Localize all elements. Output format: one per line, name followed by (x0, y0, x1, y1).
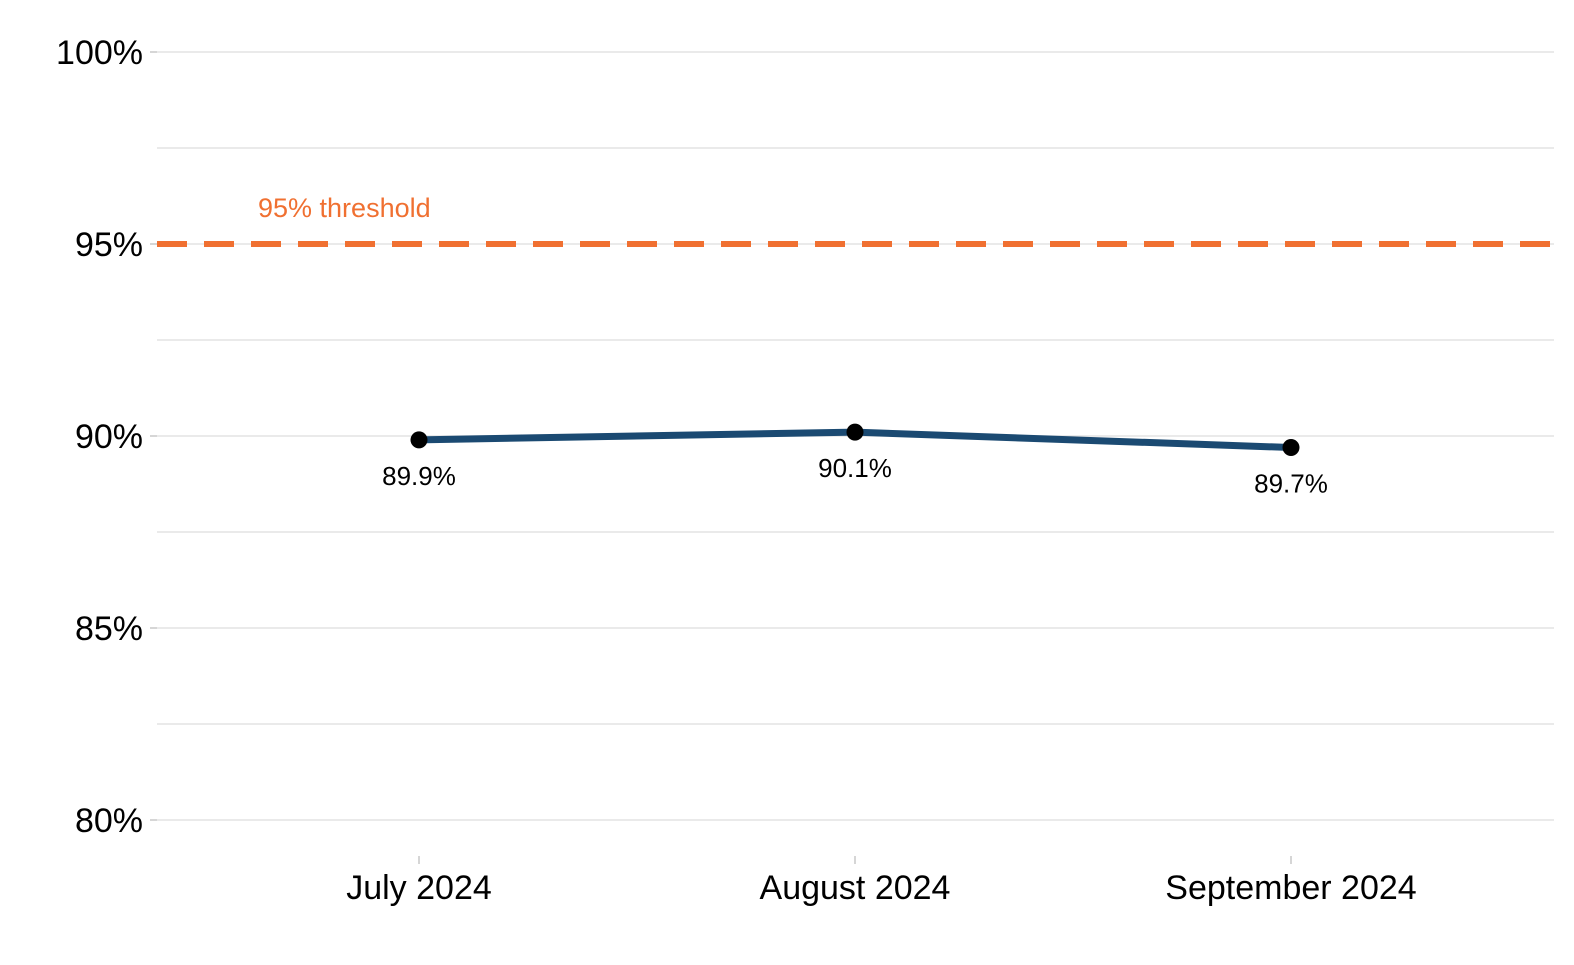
data-point (410, 431, 428, 449)
data-label: 89.7% (1254, 469, 1328, 499)
y-tick-label: 95% (75, 226, 143, 264)
data-labels: 89.9% 90.1% 89.7% (382, 453, 1328, 498)
data-point (1282, 439, 1300, 457)
series-group (410, 423, 1300, 457)
data-point (846, 423, 864, 441)
data-label: 89.9% (382, 461, 456, 491)
data-label: 90.1% (818, 453, 892, 483)
x-tick-label: September 2024 (1165, 869, 1416, 907)
y-tick-label: 100% (56, 34, 143, 72)
x-tick-label: August 2024 (760, 869, 951, 907)
axes: 80% 85% 90% 95% 100% July 2024 August 2024 Sept… (56, 34, 1417, 907)
y-tick-label: 90% (75, 418, 143, 456)
threshold-group: 95% threshold (157, 193, 1554, 247)
x-tick-label: July 2024 (346, 869, 492, 907)
y-tick-label: 80% (75, 802, 143, 840)
y-tick-label: 85% (75, 610, 143, 648)
threshold-label: 95% threshold (258, 193, 431, 223)
